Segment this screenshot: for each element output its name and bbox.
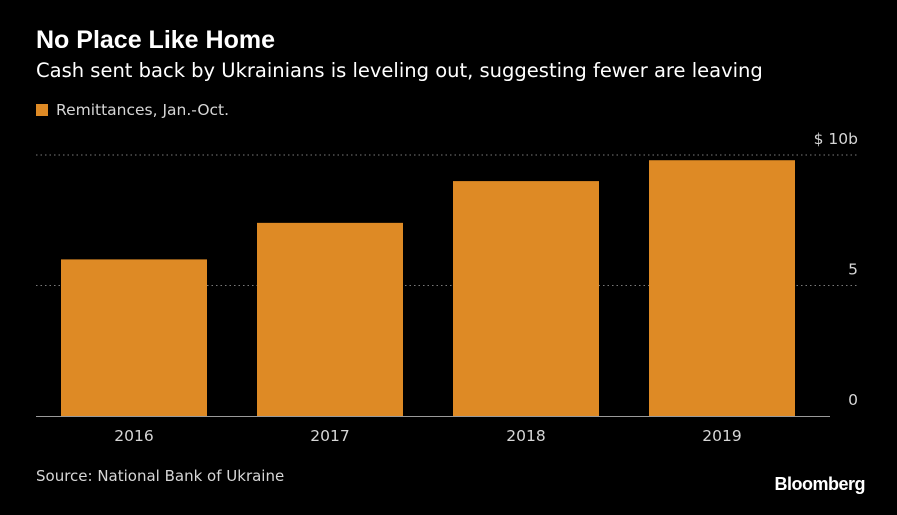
y-tick-label: 5 <box>848 261 858 279</box>
bar-2019 <box>649 160 795 416</box>
bloomberg-logo: Bloomberg <box>774 474 865 494</box>
bar-2018 <box>453 181 599 416</box>
x-tick-label: 2019 <box>702 427 741 445</box>
x-tick-label: 2017 <box>310 427 349 445</box>
x-tick-label: 2018 <box>506 427 545 445</box>
legend-swatch <box>36 104 48 116</box>
x-tick-labels: 2016 2017 2018 2019 <box>114 427 741 445</box>
bars <box>61 160 795 416</box>
y-tick-labels: 0 5 $ 10b <box>814 130 858 409</box>
legend-label: Remittances, Jan.-Oct. <box>56 101 230 119</box>
x-tick-label: 2016 <box>114 427 153 445</box>
y-tick-label: $ 10b <box>814 130 858 148</box>
chart-title: No Place Like Home <box>36 26 275 54</box>
bar-2016 <box>61 259 207 416</box>
y-tick-label: 0 <box>848 391 858 409</box>
source-note: Source: National Bank of Ukraine <box>36 467 285 485</box>
legend: Remittances, Jan.-Oct. <box>36 101 229 119</box>
bar-2017 <box>257 222 403 416</box>
chart-subtitle: Cash sent back by Ukrainians is leveling… <box>36 59 763 82</box>
